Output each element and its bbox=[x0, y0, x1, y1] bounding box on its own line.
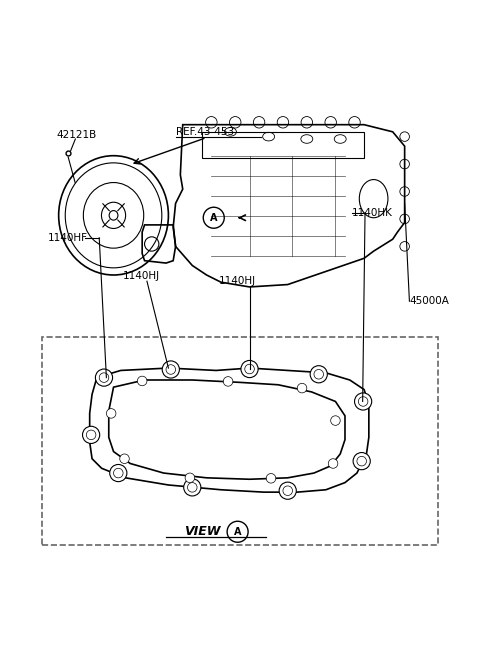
Circle shape bbox=[99, 373, 109, 383]
Circle shape bbox=[266, 474, 276, 483]
Circle shape bbox=[357, 457, 366, 466]
Text: 1140HF: 1140HF bbox=[48, 233, 88, 243]
Circle shape bbox=[120, 454, 129, 464]
Circle shape bbox=[185, 473, 195, 483]
Circle shape bbox=[110, 464, 127, 481]
Circle shape bbox=[279, 482, 296, 499]
Text: 1140HJ: 1140HJ bbox=[123, 271, 160, 281]
Circle shape bbox=[314, 369, 324, 379]
Circle shape bbox=[83, 426, 100, 443]
Circle shape bbox=[227, 521, 248, 542]
Circle shape bbox=[184, 479, 201, 496]
Circle shape bbox=[203, 207, 224, 228]
Circle shape bbox=[166, 365, 176, 374]
Circle shape bbox=[188, 483, 197, 492]
Text: VIEW: VIEW bbox=[184, 525, 221, 538]
Circle shape bbox=[355, 393, 372, 410]
Text: A: A bbox=[210, 213, 217, 223]
Circle shape bbox=[107, 409, 116, 418]
Circle shape bbox=[283, 486, 292, 495]
Circle shape bbox=[96, 369, 113, 386]
Circle shape bbox=[328, 458, 338, 468]
Circle shape bbox=[245, 364, 254, 374]
Circle shape bbox=[359, 397, 368, 406]
Circle shape bbox=[331, 416, 340, 425]
Text: 1140HK: 1140HK bbox=[352, 208, 393, 218]
Circle shape bbox=[241, 360, 258, 378]
Text: REF.43-453: REF.43-453 bbox=[176, 126, 234, 137]
Circle shape bbox=[137, 376, 147, 386]
Ellipse shape bbox=[109, 210, 118, 220]
Circle shape bbox=[353, 453, 370, 470]
Circle shape bbox=[162, 361, 180, 378]
Circle shape bbox=[223, 377, 233, 386]
Text: A: A bbox=[234, 527, 241, 536]
Text: 42121B: 42121B bbox=[56, 130, 96, 140]
Circle shape bbox=[86, 430, 96, 440]
Circle shape bbox=[297, 383, 307, 393]
Circle shape bbox=[114, 468, 123, 478]
Text: 1140HJ: 1140HJ bbox=[218, 276, 256, 286]
Circle shape bbox=[310, 365, 327, 383]
Text: 45000A: 45000A bbox=[409, 296, 449, 307]
